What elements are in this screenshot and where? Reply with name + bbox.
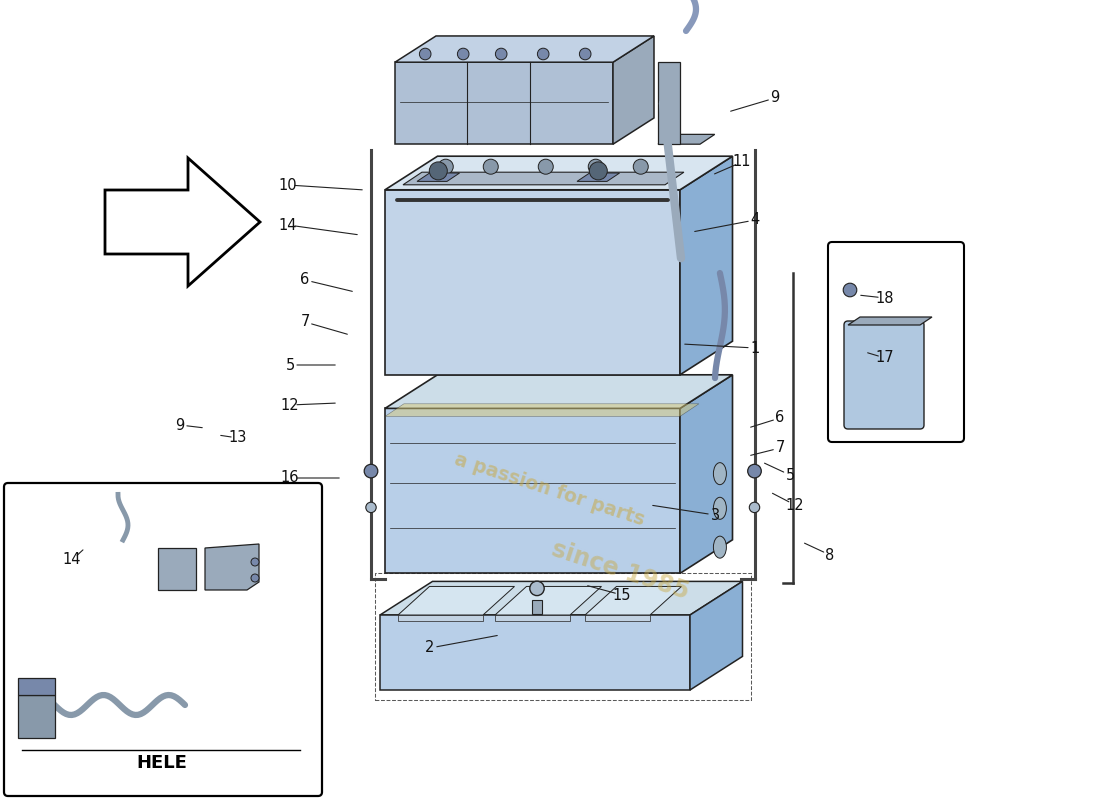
- Polygon shape: [385, 156, 733, 190]
- Polygon shape: [585, 615, 650, 621]
- Text: HELE: HELE: [136, 754, 187, 772]
- Text: 2: 2: [426, 641, 434, 655]
- Polygon shape: [495, 586, 602, 615]
- Polygon shape: [417, 173, 460, 182]
- Polygon shape: [18, 678, 55, 695]
- Circle shape: [429, 162, 448, 180]
- Text: 14: 14: [278, 218, 297, 233]
- Text: 12: 12: [785, 498, 804, 513]
- Polygon shape: [18, 695, 55, 738]
- Text: 1: 1: [750, 341, 760, 355]
- Polygon shape: [495, 615, 570, 621]
- Polygon shape: [379, 582, 742, 615]
- Polygon shape: [395, 62, 613, 144]
- Circle shape: [580, 48, 591, 60]
- Circle shape: [538, 159, 553, 174]
- Text: 4: 4: [750, 213, 760, 227]
- Polygon shape: [690, 582, 743, 690]
- Polygon shape: [398, 586, 515, 615]
- Circle shape: [483, 159, 498, 174]
- Polygon shape: [403, 172, 684, 185]
- Polygon shape: [578, 173, 619, 182]
- FancyBboxPatch shape: [4, 483, 322, 796]
- Text: 14: 14: [63, 553, 81, 567]
- Text: 5: 5: [285, 358, 295, 373]
- Text: 8: 8: [825, 547, 835, 562]
- Polygon shape: [658, 62, 680, 144]
- Circle shape: [458, 48, 469, 60]
- Text: 15: 15: [613, 587, 631, 602]
- Polygon shape: [385, 190, 680, 374]
- Circle shape: [419, 48, 431, 60]
- Text: 7: 7: [300, 314, 310, 330]
- Circle shape: [749, 502, 760, 513]
- Polygon shape: [585, 586, 682, 615]
- Circle shape: [590, 162, 607, 180]
- Polygon shape: [658, 134, 715, 144]
- Circle shape: [588, 159, 603, 174]
- Text: 18: 18: [876, 290, 894, 306]
- Polygon shape: [680, 374, 733, 574]
- Text: since 1985: since 1985: [548, 537, 692, 603]
- Circle shape: [748, 464, 761, 478]
- Polygon shape: [395, 36, 654, 62]
- Circle shape: [844, 283, 857, 297]
- Text: 12: 12: [280, 398, 299, 413]
- Polygon shape: [385, 404, 698, 416]
- Text: 5: 5: [785, 467, 794, 482]
- Circle shape: [366, 502, 376, 513]
- Text: 10: 10: [278, 178, 297, 193]
- Polygon shape: [104, 158, 260, 286]
- Text: 13: 13: [229, 430, 248, 446]
- Circle shape: [364, 464, 377, 478]
- Text: a passion for parts: a passion for parts: [452, 450, 648, 530]
- Circle shape: [634, 159, 648, 174]
- Circle shape: [495, 48, 507, 60]
- Ellipse shape: [714, 462, 726, 485]
- Text: 6: 6: [300, 273, 309, 287]
- Text: 17: 17: [876, 350, 894, 366]
- Polygon shape: [205, 544, 258, 590]
- Text: 9: 9: [770, 90, 780, 106]
- Text: 7: 7: [776, 441, 784, 455]
- Circle shape: [438, 159, 453, 174]
- Polygon shape: [398, 615, 483, 621]
- Polygon shape: [680, 156, 733, 374]
- Polygon shape: [848, 317, 932, 325]
- Circle shape: [251, 558, 258, 566]
- Circle shape: [530, 581, 544, 595]
- FancyBboxPatch shape: [844, 321, 924, 429]
- Polygon shape: [613, 36, 654, 144]
- Text: 16: 16: [280, 470, 299, 486]
- Polygon shape: [532, 600, 542, 614]
- Polygon shape: [385, 374, 733, 408]
- Polygon shape: [158, 548, 196, 590]
- Text: 9: 9: [175, 418, 185, 433]
- Ellipse shape: [714, 536, 726, 558]
- Polygon shape: [379, 615, 690, 690]
- Text: 6: 6: [776, 410, 784, 426]
- Circle shape: [538, 48, 549, 60]
- FancyBboxPatch shape: [828, 242, 964, 442]
- Circle shape: [251, 574, 258, 582]
- Text: 3: 3: [711, 507, 719, 522]
- Ellipse shape: [714, 498, 726, 519]
- Text: 11: 11: [733, 154, 751, 170]
- Polygon shape: [385, 408, 680, 574]
